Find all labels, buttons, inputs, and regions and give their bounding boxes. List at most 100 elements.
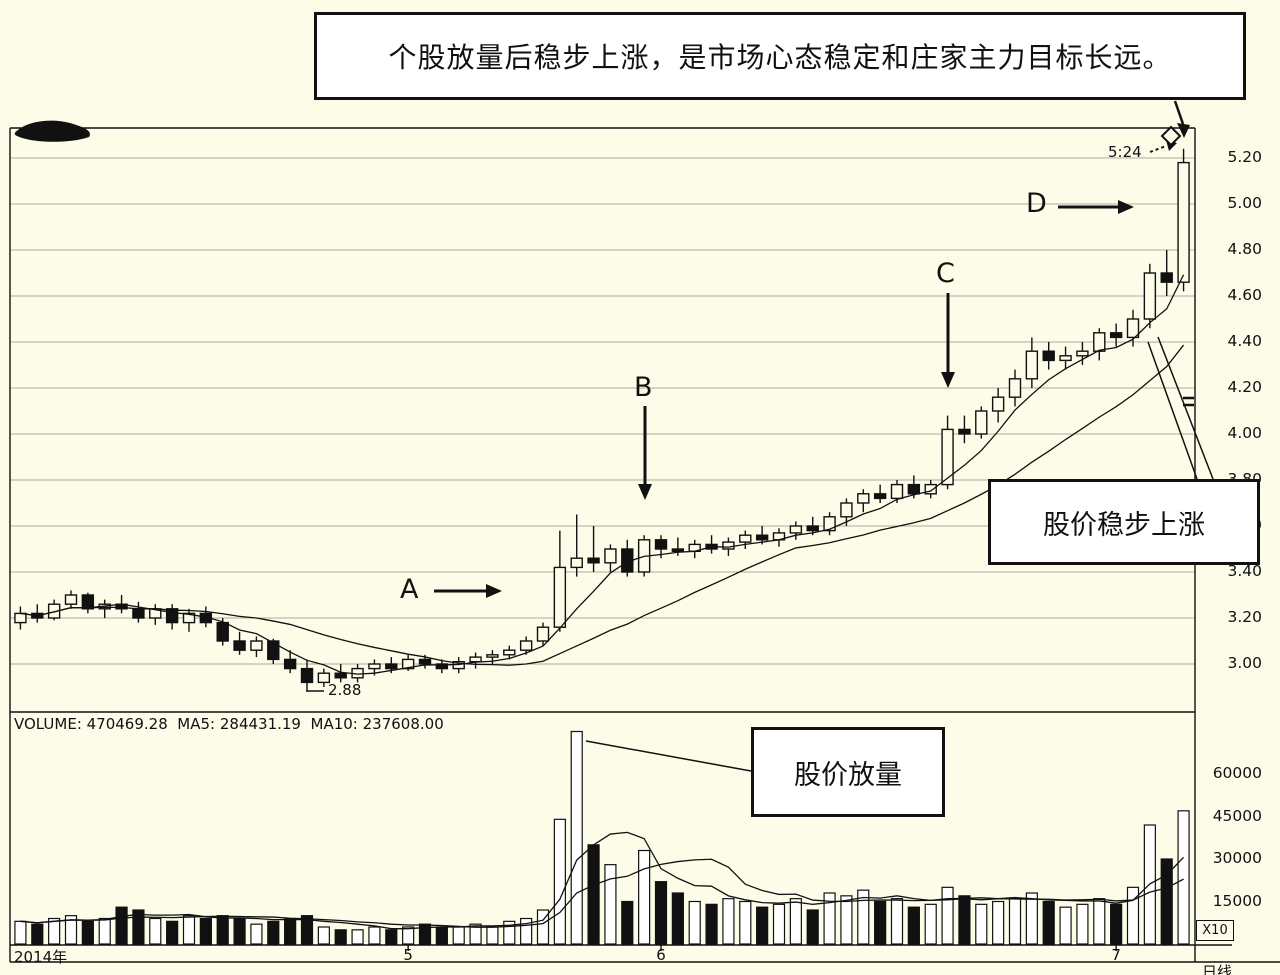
price-tick-label: 4.00 [1227, 424, 1262, 442]
candle-up [486, 654, 499, 658]
candle-up [570, 557, 583, 569]
candle-up [317, 672, 331, 684]
volume-bar [857, 889, 870, 945]
marker-c-label: C [936, 258, 955, 289]
volume-bar [958, 895, 971, 945]
volume-surge-callout-text: 股价放量 [794, 759, 902, 791]
candle-up [840, 502, 853, 518]
year-label: 2014年 [14, 948, 68, 966]
volume-bar [402, 926, 415, 945]
chart-frame [9, 127, 1280, 963]
price-tick-label: 4.20 [1227, 378, 1262, 396]
candle-up [789, 525, 803, 534]
marker-d-label: D [1026, 188, 1047, 219]
candle-down [81, 594, 95, 610]
volume-tick-label: 15000 [1212, 891, 1262, 910]
candle-down [1109, 332, 1123, 339]
volume-bar [503, 920, 516, 945]
volume-ma-short-line [20, 831, 1185, 930]
candle-down [873, 493, 887, 500]
volume-bar [941, 886, 954, 945]
candle-up [1076, 350, 1089, 357]
candle-up [503, 649, 516, 656]
volume-bar [772, 903, 786, 945]
marker-a-arrow [434, 584, 502, 598]
steady-rise-pointer-lines [1147, 336, 1214, 480]
volume-bar [1126, 886, 1140, 945]
candle-up [519, 640, 533, 651]
volume-bar [115, 906, 128, 945]
volume-tick-label: 45000 [1212, 806, 1262, 825]
volume-bar [81, 920, 94, 945]
candle-down [233, 640, 246, 651]
volume-bar [216, 915, 229, 945]
marker-b-label: B [634, 372, 653, 403]
volume-bar [469, 923, 482, 945]
high-price-label: 5:24 [1108, 143, 1142, 161]
candle-up [857, 493, 870, 504]
volume-bar [654, 881, 668, 945]
price-tick-label: 5.20 [1227, 148, 1262, 166]
volume-bar [368, 926, 381, 945]
candle-up [182, 612, 196, 624]
volume-bar [233, 917, 246, 945]
steady-rise-callout-text: 股价稳步上涨 [1043, 509, 1205, 541]
candle-up [739, 534, 752, 543]
marker-b-arrow [638, 406, 652, 500]
volume-bar [250, 923, 263, 945]
volume-bar [14, 920, 27, 945]
candle-down [165, 608, 179, 624]
price-tick-label: 3.20 [1227, 608, 1262, 626]
volume-bar [452, 926, 465, 945]
candle-up [536, 626, 550, 642]
price-tick-label: 4.40 [1227, 332, 1262, 350]
candle-up [722, 541, 735, 550]
volume-bar [520, 917, 533, 945]
month-label: 6 [656, 946, 666, 964]
candle-up [1008, 378, 1022, 398]
diamond-marker [1160, 125, 1182, 147]
volume-bar [1042, 900, 1055, 945]
candle-up [1025, 350, 1039, 380]
candle-down [1160, 272, 1173, 283]
candle-up [401, 658, 415, 670]
month-label: 5 [403, 946, 413, 964]
volume-bar [1110, 903, 1123, 945]
volume-bar [31, 923, 44, 945]
volume-bar [385, 929, 398, 945]
volume-scale-badge: X10 [1196, 920, 1234, 941]
candle-down [418, 658, 432, 665]
volume-bar [890, 898, 904, 945]
volume-bar [789, 898, 802, 945]
volume-bar [688, 900, 701, 945]
period-label[interactable]: 日线 [1202, 963, 1233, 975]
volume-bar [621, 900, 634, 945]
candle-up [890, 483, 904, 500]
volume-bar [739, 900, 752, 945]
volume-bar [671, 892, 684, 945]
volume-surge-pointer-line [585, 740, 752, 772]
price-tick-label: 3.40 [1227, 562, 1262, 580]
volume-bar [823, 892, 836, 945]
volume-bar [435, 926, 448, 945]
volume-bar [1076, 903, 1089, 945]
candle-up [469, 656, 482, 663]
price-tick-label: 4.60 [1227, 286, 1262, 304]
candle-down [671, 548, 685, 552]
candle-up [975, 410, 988, 435]
chart-plot-area [10, 148, 1195, 951]
candle-down [334, 672, 347, 679]
marker-a-label: A [400, 574, 419, 605]
price-ma-short-line [20, 274, 1185, 675]
candle-down [755, 534, 769, 541]
steady-rise-callout: 股价稳步上涨 [988, 479, 1260, 565]
candle-up [604, 548, 617, 564]
candle-down [587, 557, 600, 564]
volume-bar [418, 923, 432, 945]
candle-up [941, 428, 954, 486]
volume-tick-label: 30000 [1212, 849, 1262, 867]
candle-up [553, 566, 567, 628]
volume-tick-label: 60000 [1212, 764, 1262, 782]
